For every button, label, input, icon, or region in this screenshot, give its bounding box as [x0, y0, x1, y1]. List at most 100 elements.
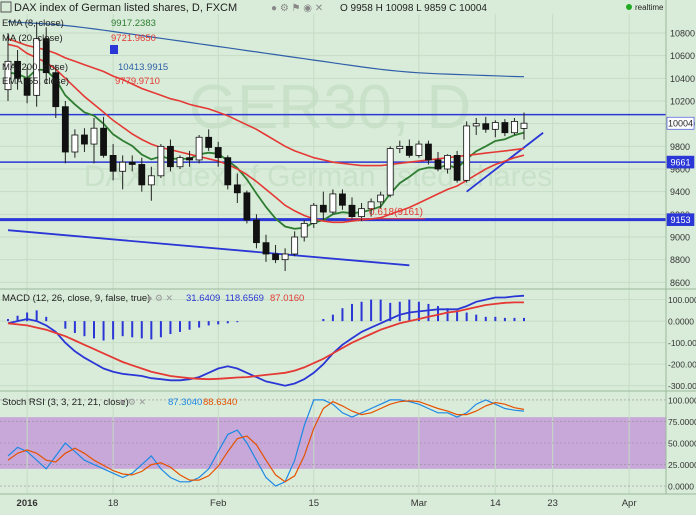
candle-body[interactable] — [23, 77, 31, 96]
stoch-settings-icon[interactable]: ● ⚙ ✕ — [120, 397, 146, 407]
candle-body[interactable] — [253, 219, 260, 244]
legend-settings-icon[interactable]: ● ⚙ ⚑ ◉ ✕ — [271, 3, 323, 14]
candle-body[interactable] — [405, 145, 413, 156]
stoch-tick-label: 100.000 — [668, 395, 696, 405]
candle-body[interactable] — [434, 159, 442, 170]
collapse-toggle-icon[interactable] — [0, 1, 12, 13]
candle-body[interactable] — [167, 145, 174, 168]
candle-body[interactable] — [100, 127, 107, 156]
candle-body[interactable] — [463, 125, 471, 181]
candle-body[interactable] — [491, 122, 499, 130]
stoch-legend: Stoch RSI (3, 3, 21, 21, close) ● ⚙ ✕ 87… — [2, 397, 237, 408]
stoch-k-line — [7, 399, 525, 487]
candle-body[interactable] — [482, 123, 490, 130]
candle-body[interactable] — [14, 60, 21, 79]
ema55-legend-value: 9779.9710 — [115, 76, 160, 87]
candle-body[interactable] — [386, 148, 394, 196]
candle-body[interactable] — [109, 154, 117, 172]
candle-body[interactable] — [4, 60, 12, 91]
trendline[interactable] — [466, 132, 544, 193]
candle-body[interactable] — [472, 123, 480, 127]
chart-header: DAX index of German listed shares, D, FX… — [0, 1, 664, 14]
series-line-ma-200 — [7, 21, 525, 78]
candle-body[interactable] — [205, 136, 213, 148]
candle-body[interactable] — [358, 208, 365, 218]
candle-body[interactable] — [453, 154, 461, 181]
time-axis-label: 18 — [108, 498, 119, 509]
candle-body[interactable] — [90, 127, 98, 145]
candle-body[interactable] — [186, 157, 193, 161]
candle-body[interactable] — [310, 204, 318, 224]
candle-body[interactable] — [119, 161, 127, 172]
candle-body[interactable] — [339, 193, 346, 206]
fib-level-label: 0.618(9161) — [369, 207, 423, 218]
candle-body[interactable] — [128, 161, 136, 165]
time-axis-label: 15 — [308, 498, 319, 509]
candle-body[interactable] — [348, 204, 356, 217]
candle-body[interactable] — [233, 184, 241, 194]
axes: 2016 18 Feb 15 Mar 14 23 Apr 10800 10600 10400 1020… — [17, 29, 696, 510]
price-tick-label: 10800 — [670, 29, 695, 39]
time-axis-label: 23 — [547, 498, 558, 509]
trendline[interactable] — [7, 229, 410, 267]
candle-body[interactable] — [157, 145, 165, 177]
candle-body[interactable] — [520, 122, 528, 129]
price-tick-label: 9600 — [670, 165, 690, 175]
macd-settings-icon[interactable]: ● ⚙ ✕ — [147, 293, 173, 303]
price-panel[interactable] — [0, 21, 666, 271]
ma20-legend-label[interactable]: MA (20, close) — [2, 33, 63, 44]
ema8-legend-label[interactable]: EMA (8, close) — [2, 18, 64, 29]
stoch-tick-label: 75.0000 — [668, 417, 696, 427]
candle-body[interactable] — [262, 242, 270, 255]
stoch-value-k: 87.3040 — [168, 397, 202, 408]
candle-body[interactable] — [195, 136, 203, 161]
candle-body[interactable] — [377, 194, 385, 203]
candle-body[interactable] — [511, 121, 518, 134]
candle-body[interactable] — [214, 147, 222, 159]
candle-body[interactable] — [281, 253, 289, 261]
candle-body[interactable] — [396, 145, 404, 149]
candle-body[interactable] — [367, 201, 375, 210]
macd-legend: MACD (12, 26, close, 9, false, true) ● ⚙… — [2, 293, 304, 304]
stoch-legend-label[interactable]: Stoch RSI (3, 3, 21, 21, close) — [2, 397, 129, 408]
candle-body[interactable] — [81, 134, 88, 145]
candle-body[interactable] — [224, 157, 232, 186]
price-tick-label: 9400 — [670, 187, 690, 197]
macd-panel[interactable] — [7, 294, 525, 387]
candle-body[interactable] — [71, 134, 79, 153]
watermark-symbol: GER30, D — [189, 73, 472, 142]
price-tick-label: 8800 — [670, 255, 690, 265]
legend-color-swatch-icon[interactable] — [110, 45, 118, 54]
candle-body[interactable] — [33, 38, 41, 96]
time-axis-label: 14 — [490, 498, 501, 509]
candle-body[interactable] — [329, 193, 337, 213]
candle-body[interactable] — [52, 72, 60, 108]
candle-body[interactable] — [300, 222, 308, 238]
ema55-legend-label[interactable]: EMA (55, close) — [2, 76, 69, 87]
stoch-panel[interactable] — [7, 399, 525, 487]
macd-legend-label[interactable]: MACD (12, 26, close, 9, false, true) — [2, 293, 150, 304]
candle-body[interactable] — [147, 175, 155, 186]
candle-body[interactable] — [291, 236, 299, 255]
candle-body[interactable] — [272, 253, 279, 261]
stoch-tick-label: 25.0000 — [668, 460, 696, 470]
candle-body[interactable] — [61, 106, 69, 153]
ma200-legend-label[interactable]: MA (200, close) — [2, 62, 68, 73]
chart-title: DAX index of German listed shares, D, FX… — [14, 2, 237, 14]
price-badge-label: 9661 — [670, 158, 690, 168]
candle-body[interactable] — [415, 143, 423, 156]
candle-body[interactable] — [425, 143, 432, 161]
candle-body[interactable] — [243, 192, 251, 221]
macd-tick-label: -100.000 — [668, 338, 696, 348]
candle-body[interactable] — [501, 122, 509, 134]
stoch-d-line — [7, 400, 525, 483]
price-badge — [666, 155, 695, 169]
candle-body[interactable] — [319, 204, 327, 213]
macd-line — [7, 294, 525, 387]
candle-body[interactable] — [176, 157, 184, 168]
candle-body[interactable] — [42, 38, 50, 74]
time-axis-label: Mar — [411, 498, 427, 509]
candle-body[interactable] — [138, 164, 146, 186]
candle-body[interactable] — [444, 154, 451, 170]
